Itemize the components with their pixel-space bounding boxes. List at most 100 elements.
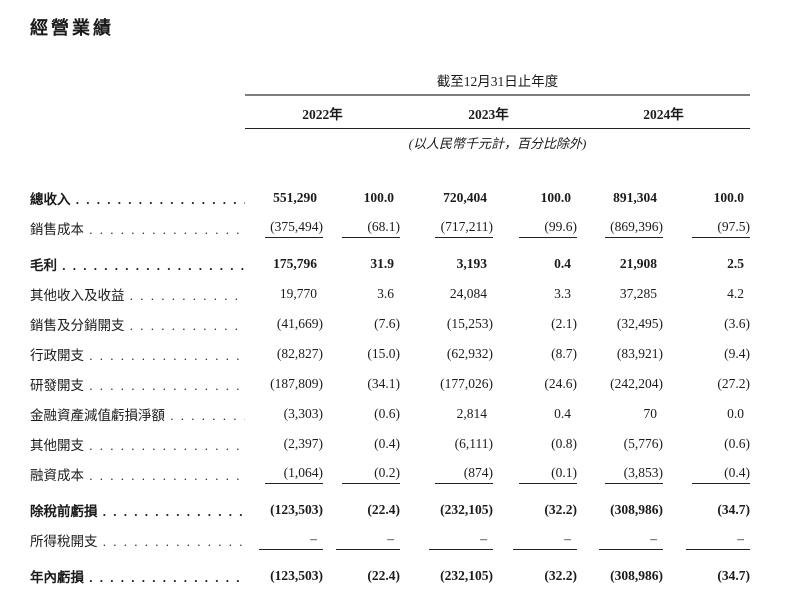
row-net-impairment-losses-financial-assets: 金融資產減值虧損淨額 (3,303) (0.6) 2,814 0.4 70 0.… [30, 399, 750, 429]
leader-dots [125, 288, 246, 304]
table-cell: (41,669) [276, 316, 323, 331]
table-cell: (177,026) [440, 376, 493, 391]
table-cell: 37,285 [619, 286, 657, 301]
row-label: 銷售成本 [30, 222, 84, 237]
table-cell: (0.4) [374, 436, 400, 451]
table-cell: (869,396) [577, 213, 663, 243]
table-cell: (15,253) [446, 316, 493, 331]
unit-note: (以人民幣千元計，百分比除外) [408, 135, 587, 151]
table-cell: (375,494) [245, 213, 323, 243]
table-cell: (34.7) [717, 502, 750, 517]
row-label: 其他開支 [30, 438, 84, 453]
year-header-2023: 2023年 [400, 95, 577, 129]
row-label: 研發開支 [30, 378, 84, 393]
row-other-expenses: 其他開支 (2,397) (0.4) (6,111) (0.8) (5,776)… [30, 429, 750, 459]
table-cell: (5,776) [623, 436, 663, 451]
year-header-row: 2022年 2023年 2024年 [30, 95, 750, 129]
unit-note-row: (以人民幣千元計，百分比除外) [30, 129, 750, 156]
leader-dots [125, 318, 246, 334]
table-cell: 24,084 [449, 286, 487, 301]
row-cost-of-sales: 銷售成本 (375,494) (68.1) (717,211) (99.6) (… [30, 213, 750, 243]
table-cell: (8.7) [551, 346, 577, 361]
leader-dots [84, 570, 245, 586]
table-cell: – [577, 525, 663, 555]
table-cell: (232,105) [440, 502, 493, 517]
table-cell: 551,290 [273, 190, 317, 205]
table-cell: 2.5 [727, 256, 744, 271]
row-other-income-and-gains: 其他收入及收益 19,770 3.6 24,084 3.3 37,285 4.2 [30, 279, 750, 309]
table-cell: 720,404 [443, 190, 487, 205]
leader-dots [57, 258, 245, 274]
row-label: 總收入 [30, 192, 71, 207]
table-cell: (308,986) [610, 502, 663, 517]
leader-dots [165, 408, 245, 424]
table-cell: (242,204) [610, 376, 663, 391]
row-rd-expenses: 研發開支 (187,809) (34.1) (177,026) (24.6) (… [30, 369, 750, 399]
row-label: 毛利 [30, 258, 57, 273]
table-cell: (3,853) [577, 459, 663, 489]
table-cell: 0.0 [727, 406, 744, 421]
leader-dots [84, 222, 245, 238]
leader-dots [98, 504, 246, 520]
table-cell: 21,908 [619, 256, 657, 271]
row-loss-before-tax: 除稅前虧損 (123,503) (22.4) (232,105) (32.2) … [30, 489, 750, 525]
table-cell: (0.6) [724, 436, 750, 451]
table-cell: (9.4) [724, 346, 750, 361]
table-cell: – [400, 525, 493, 555]
period-header-row: 截至12月31日止年度 [30, 62, 750, 90]
table-cell: (99.6) [493, 213, 577, 243]
table-cell: 3.3 [554, 286, 571, 301]
table-cell: (27.2) [717, 376, 750, 391]
table-cell: (0.1) [493, 459, 577, 489]
table-cell: (3,303) [283, 406, 323, 421]
leader-dots [71, 192, 246, 208]
leader-dots [84, 348, 245, 364]
table-cell: (0.8) [551, 436, 577, 451]
table-cell: (0.6) [374, 406, 400, 421]
table-cell: (187,809) [270, 376, 323, 391]
year-header-2022: 2022年 [245, 95, 400, 129]
table-cell: 70 [643, 406, 658, 421]
table-cell: (123,503) [270, 568, 323, 583]
table-cell: (82,827) [276, 346, 323, 361]
table-cell: (34.1) [367, 376, 400, 391]
table-cell: (34.7) [717, 568, 750, 583]
row-loss-for-the-year: 年內虧損 (123,503) (22.4) (232,105) (32.2) (… [30, 555, 750, 591]
page-title: 經營業績 [30, 18, 114, 38]
table-cell: 0.4 [554, 256, 571, 271]
table-cell: 2,814 [456, 406, 487, 421]
table-cell: (68.1) [323, 213, 400, 243]
table-cell: 175,796 [273, 256, 317, 271]
table-cell: (32,495) [616, 316, 663, 331]
table-cell: (2,397) [283, 436, 323, 451]
table-cell: (32.2) [544, 502, 577, 517]
table-cell: (0.2) [323, 459, 400, 489]
row-income-tax-expense: 所得稅開支 – – – – – – [30, 525, 750, 555]
table-cell: (308,986) [610, 568, 663, 583]
row-label: 銷售及分銷開支 [30, 318, 125, 333]
row-selling-and-distribution-expenses: 銷售及分銷開支 (41,669) (7.6) (15,253) (2.1) (3… [30, 309, 750, 339]
row-administrative-expenses: 行政開支 (82,827) (15.0) (62,932) (8.7) (83,… [30, 339, 750, 369]
header-divider-row [30, 90, 750, 96]
leader-dots [98, 534, 246, 550]
row-label: 年內虧損 [30, 570, 84, 585]
row-label: 融資成本 [30, 468, 84, 483]
row-label: 所得稅開支 [30, 534, 98, 549]
leader-dots [84, 468, 245, 484]
table-cell: (232,105) [440, 568, 493, 583]
row-finance-costs: 融資成本 (1,064) (0.2) (874) (0.1) (3,853) (… [30, 459, 750, 489]
table-cell: (7.6) [374, 316, 400, 331]
table-cell: (22.4) [367, 568, 400, 583]
table-cell: (0.4) [663, 459, 750, 489]
table-cell: 100.0 [540, 190, 571, 205]
table-cell: 100.0 [363, 190, 394, 205]
table-cell: (32.2) [544, 568, 577, 583]
table-cell: 3.6 [377, 286, 394, 301]
header-divider-line [245, 90, 750, 96]
table-cell: (3.6) [724, 316, 750, 331]
table-cell: – [245, 525, 323, 555]
table-cell: (6,111) [454, 436, 493, 451]
row-gross-profit: 毛利 175,796 31.9 3,193 0.4 21,908 2.5 [30, 243, 750, 279]
table-cell: (15.0) [367, 346, 400, 361]
